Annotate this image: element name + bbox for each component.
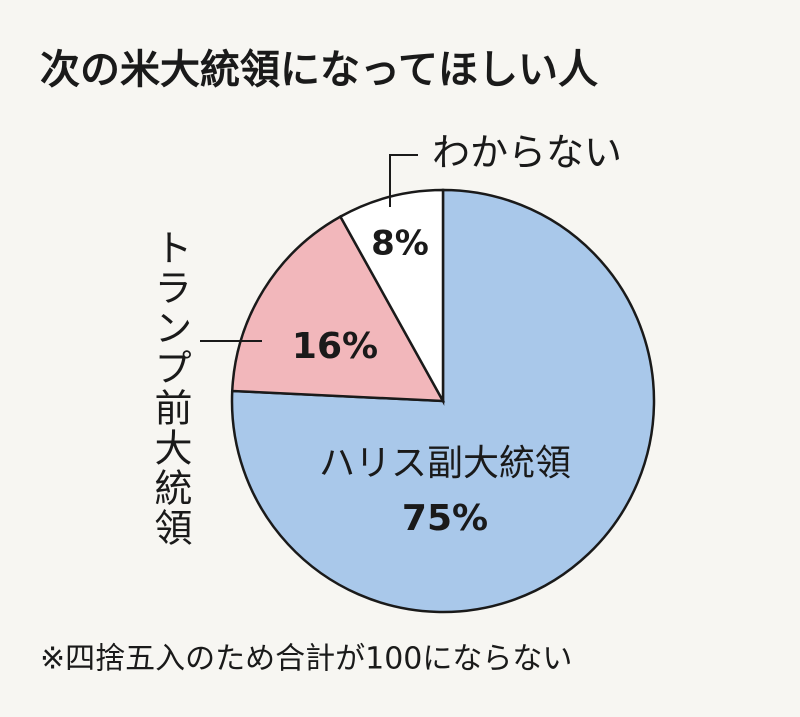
category-label: ハリス副大統領 [319,443,571,484]
value-label: 75% [402,498,488,539]
value-label: 8% [371,224,429,264]
pie-slice [230,214,446,403]
value-label: 16% [292,326,378,367]
pie-slice [230,188,656,614]
category-label: トランプ前大統領 [148,228,192,548]
footnote: ※四捨五入のため合計が100にならない [40,642,572,677]
chart-title: 次の米大統領になってほしい人 [40,47,598,93]
category-label: わからない [432,131,622,175]
leader-line [389,154,418,207]
